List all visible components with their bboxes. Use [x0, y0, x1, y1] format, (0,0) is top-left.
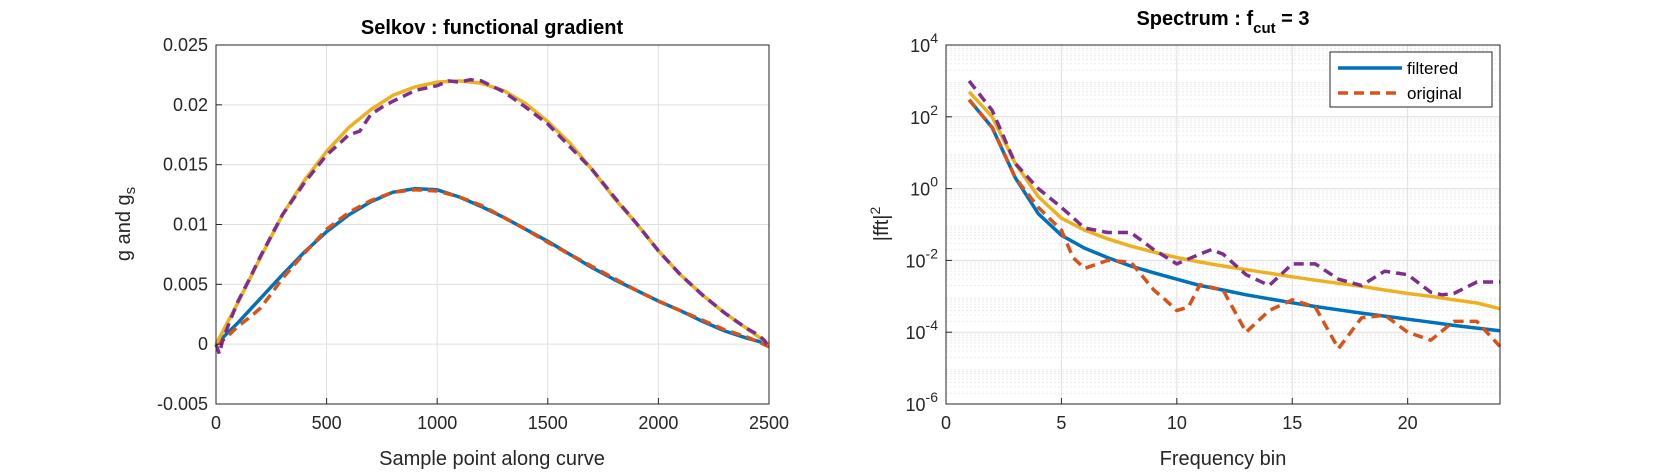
- legend: filtered original: [1329, 51, 1493, 108]
- series-line-0: [967, 98, 1501, 333]
- left-ylabel-main: g and g: [113, 194, 135, 261]
- left-ylabel: g and gs: [113, 187, 139, 261]
- right-title-main: Spectrum : f: [1136, 8, 1253, 30]
- left-axes: 0 500 1000 1500 2000 2500-0.00500.0050.010.01…: [113, 17, 789, 470]
- x-tick-label: 15: [1282, 413, 1302, 433]
- y-tick-exponent: 0: [930, 174, 938, 190]
- y-tick-base: 10: [910, 36, 930, 56]
- x-tick-label: 1500: [528, 413, 568, 433]
- y-tick-label: 104: [910, 30, 938, 56]
- y-tick-label: -0.005: [157, 394, 208, 414]
- y-tick-label: 10-2: [906, 245, 939, 271]
- right-xlabel: Frequency bin: [1160, 448, 1287, 470]
- y-tick-label: 0.005: [163, 274, 208, 294]
- y-tick-base: 10: [910, 108, 930, 128]
- series-line-3: [967, 79, 1500, 297]
- legend-label-original: original: [1407, 84, 1462, 103]
- x-tick-label: 2500: [749, 413, 789, 433]
- y-tick-label: 10-4: [906, 317, 939, 343]
- y-tick-exponent: 4: [930, 30, 938, 46]
- series-line-2: [967, 90, 1501, 311]
- left-title: Selkov : functional gradient: [361, 17, 624, 39]
- right-title-tail: = 3: [1276, 8, 1310, 30]
- legend-box: [1329, 51, 1493, 108]
- y-tick-label: 0: [198, 334, 208, 354]
- y-tick-label: 0.015: [163, 155, 208, 175]
- left-ylabel-sub: s: [122, 187, 139, 195]
- y-tick-base: 10: [906, 395, 926, 415]
- right-axes-box: [945, 44, 1501, 405]
- y-tick-exponent: -2: [926, 245, 939, 261]
- right-ylabel-main: |fft|: [871, 215, 893, 242]
- x-tick-label: 2000: [638, 413, 678, 433]
- right-series-lines: [967, 79, 1502, 351]
- left-tick-labels: 0 500 1000 1500 2000 2500-0.00500.0050.010.01…: [157, 35, 789, 433]
- y-tick-label: 0.025: [163, 35, 208, 55]
- right-title-sub: cut: [1253, 20, 1276, 37]
- series-line-1: [967, 98, 1502, 351]
- x-tick-label: 1000: [417, 413, 457, 433]
- y-tick-base: 10: [906, 323, 926, 343]
- y-tick-base: 10: [910, 180, 930, 200]
- right-ylabel-sup: 2: [867, 207, 883, 215]
- y-tick-label: 0.01: [173, 215, 208, 235]
- x-tick-label: 5: [1056, 413, 1066, 433]
- y-tick-label: 0.02: [173, 95, 208, 115]
- left-xlabel: Sample point along curve: [379, 448, 605, 470]
- legend-label-filtered: filtered: [1407, 59, 1458, 78]
- y-tick-base: 10: [906, 251, 926, 271]
- series-line-1: [215, 188, 770, 349]
- left-grid: [215, 44, 770, 405]
- y-tick-exponent: 2: [930, 102, 938, 118]
- y-tick-exponent: -6: [926, 389, 939, 405]
- x-tick-label: 0: [211, 413, 221, 433]
- x-tick-label: 0: [941, 413, 951, 433]
- right-ylabel: |fft|2: [867, 207, 893, 242]
- left-series-lines: [214, 77, 771, 356]
- series-line-3: [214, 77, 771, 356]
- y-tick-label: 100: [910, 174, 938, 200]
- y-tick-label: 102: [910, 102, 938, 128]
- x-tick-label: 10: [1167, 413, 1187, 433]
- right-title: Spectrum : fcut = 3: [1136, 8, 1309, 37]
- x-tick-label: 20: [1398, 413, 1418, 433]
- x-tick-label: 500: [312, 413, 342, 433]
- y-tick-label: 10-6: [906, 389, 939, 415]
- y-tick-exponent: -4: [926, 317, 939, 333]
